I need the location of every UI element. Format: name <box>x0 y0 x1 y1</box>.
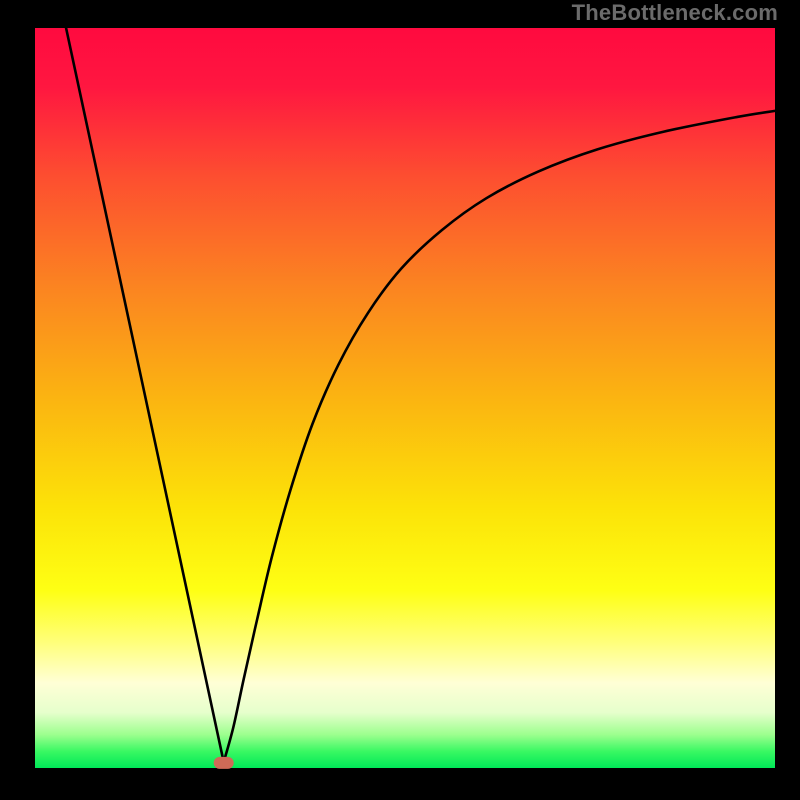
bottleneck-chart <box>0 0 800 800</box>
chart-frame: { "watermark": { "text": "TheBottleneck.… <box>0 0 800 800</box>
watermark-text: TheBottleneck.com <box>572 0 778 26</box>
minimum-marker <box>214 757 234 769</box>
